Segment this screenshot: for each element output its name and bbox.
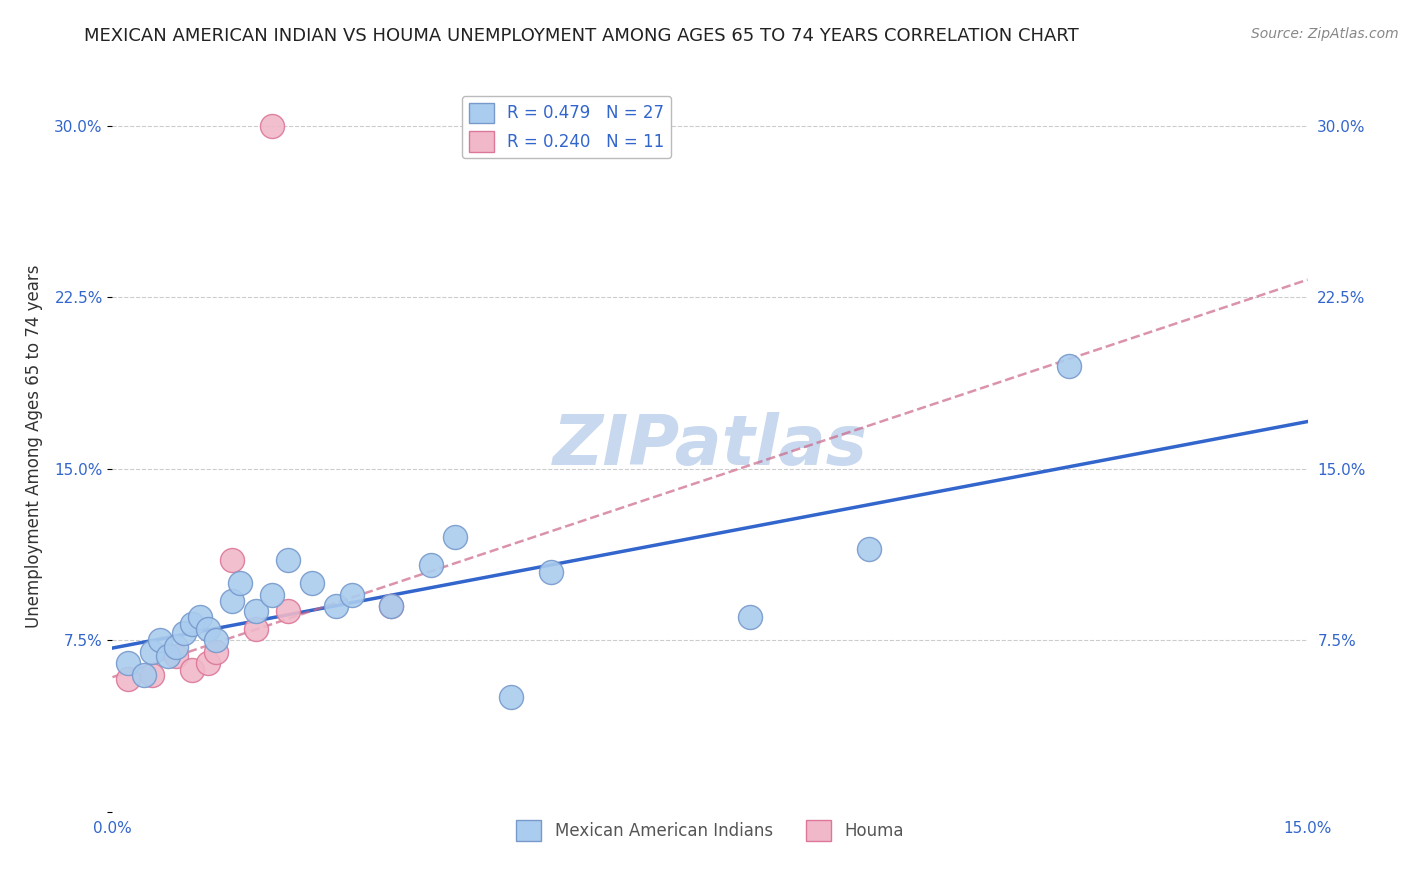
- Point: [738, 610, 761, 624]
- Point: [260, 119, 283, 133]
- Text: MEXICAN AMERICAN INDIAN VS HOUMA UNEMPLOYMENT AMONG AGES 65 TO 74 YEARS CORRELAT: MEXICAN AMERICAN INDIAN VS HOUMA UNEMPLO…: [84, 27, 1080, 45]
- Point: [444, 530, 467, 544]
- Point: [197, 622, 219, 636]
- Legend: Mexican American Indians, Houma: Mexican American Indians, Houma: [509, 814, 911, 847]
- Point: [245, 622, 267, 636]
- Point: [420, 558, 443, 572]
- Point: [858, 541, 880, 556]
- Point: [499, 690, 522, 705]
- Point: [301, 576, 323, 591]
- Point: [157, 649, 180, 664]
- Point: [181, 663, 204, 677]
- Point: [221, 553, 243, 567]
- Text: ZIPatlas: ZIPatlas: [553, 412, 868, 480]
- Point: [141, 667, 163, 681]
- Point: [173, 626, 195, 640]
- Point: [260, 588, 283, 602]
- Point: [205, 633, 228, 648]
- Point: [205, 645, 228, 659]
- Point: [380, 599, 402, 613]
- Point: [540, 565, 562, 579]
- Point: [188, 610, 211, 624]
- Text: Source: ZipAtlas.com: Source: ZipAtlas.com: [1251, 27, 1399, 41]
- Point: [1057, 359, 1080, 373]
- Point: [229, 576, 252, 591]
- Point: [134, 667, 156, 681]
- Point: [221, 594, 243, 608]
- Point: [181, 617, 204, 632]
- Point: [149, 633, 172, 648]
- Point: [165, 640, 187, 655]
- Point: [165, 649, 187, 664]
- Point: [141, 645, 163, 659]
- Point: [117, 672, 139, 686]
- Point: [340, 588, 363, 602]
- Point: [277, 604, 299, 618]
- Y-axis label: Unemployment Among Ages 65 to 74 years: Unemployment Among Ages 65 to 74 years: [25, 264, 44, 628]
- Point: [277, 553, 299, 567]
- Point: [117, 656, 139, 670]
- Point: [197, 656, 219, 670]
- Point: [245, 604, 267, 618]
- Point: [325, 599, 347, 613]
- Point: [380, 599, 402, 613]
